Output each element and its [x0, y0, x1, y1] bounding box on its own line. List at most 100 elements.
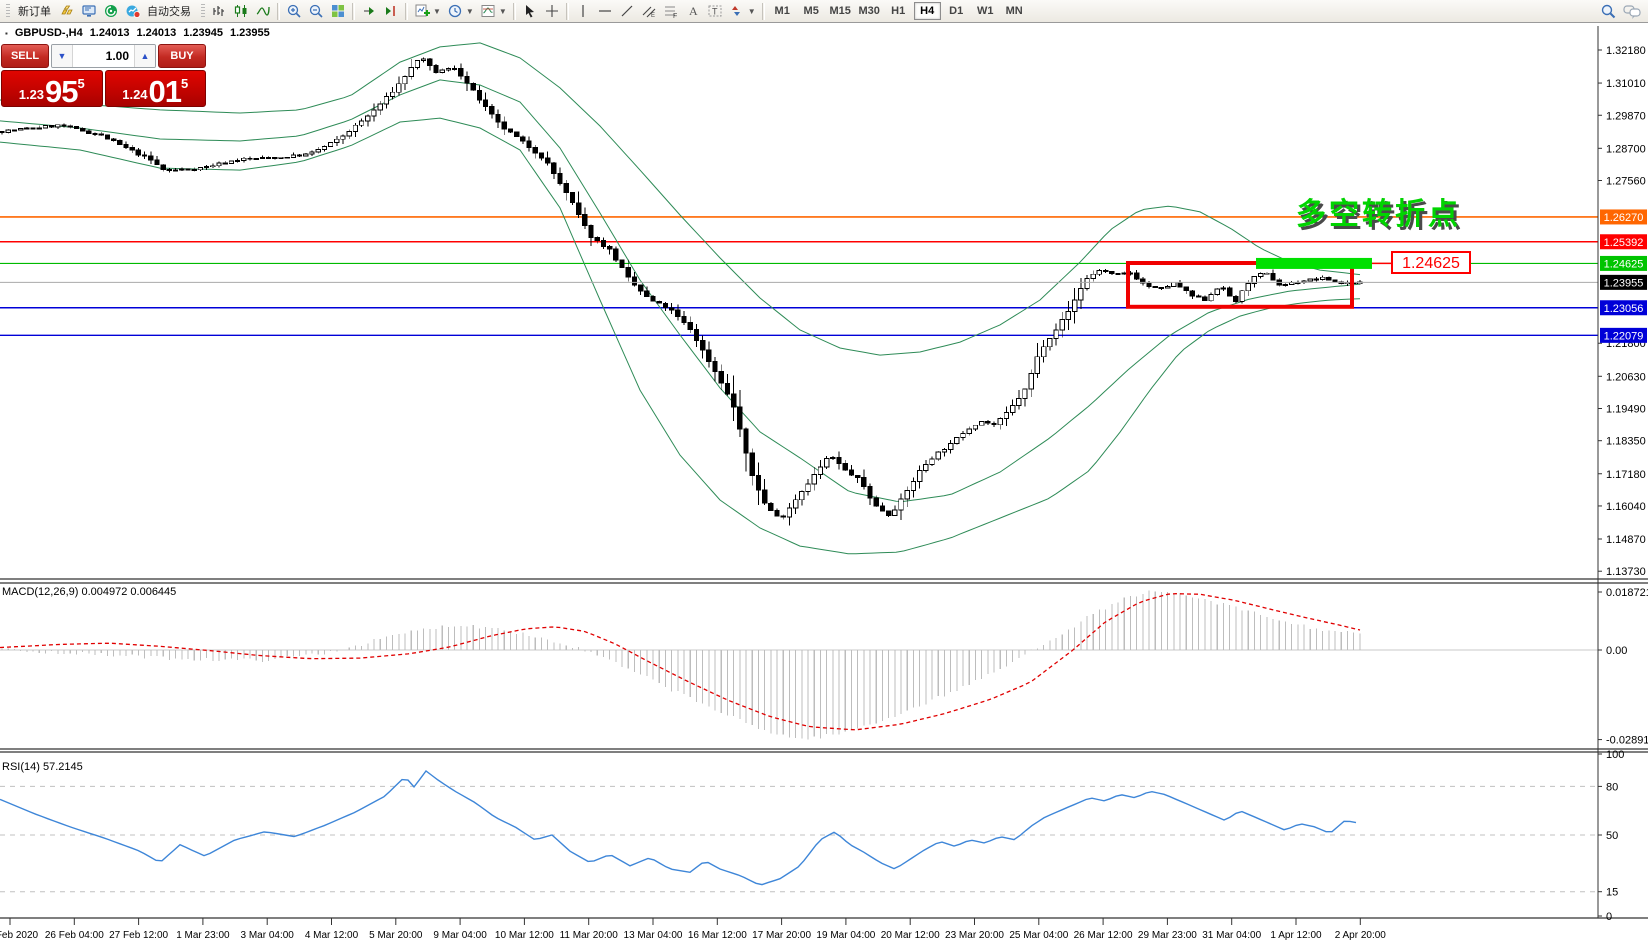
sell-button[interactable]: SELL — [1, 44, 49, 68]
buy-price-sup: 5 — [181, 76, 189, 91]
toolbar-separator — [512, 2, 516, 20]
chat-icon[interactable] — [1620, 2, 1645, 21]
chevron-down-icon: ▼ — [498, 6, 507, 16]
time-axis-label: 13 Mar 04:00 — [624, 930, 683, 941]
timeframe-H1[interactable]: H1 — [891, 5, 906, 17]
fibonacci-icon[interactable]: F — [660, 2, 682, 21]
volume-decrease-button[interactable]: ▼ — [52, 45, 73, 67]
timeframe-W1[interactable]: W1 — [976, 5, 994, 17]
tile-windows-icon[interactable] — [327, 2, 349, 21]
time-axis-label: 25 Mar 04:00 — [1009, 930, 1068, 941]
macd-axis-label: 0.018721 — [1606, 587, 1648, 599]
price-tag-1.24625 — [1600, 255, 1647, 271]
one-click-trading-panel: SELL ▼ 1.00 ▲ BUY 1.23 95 5 1.24 01 5 — [1, 44, 206, 107]
main-chart-pane[interactable] — [0, 42, 1598, 555]
chevron-down-icon: ▼ — [465, 6, 474, 16]
timeframe-M1[interactable]: M1 — [774, 5, 790, 17]
quote-open: 1.24013 — [89, 27, 130, 39]
buy-price-display[interactable]: 1.24 01 5 — [104, 70, 206, 109]
timeframe-M30[interactable]: M30 — [858, 5, 880, 17]
time-axis-label: 17 Mar 20:00 — [752, 930, 811, 941]
quote-header: ▪ GBPUSD-,H4 1.24013 1.24013 1.23945 1.2… — [5, 27, 270, 39]
rsi-axis-label: 0 — [1606, 911, 1612, 923]
timeframe-MN[interactable]: MN — [1005, 5, 1023, 17]
period-icon[interactable]: ▼ — [444, 2, 477, 21]
level-label-box[interactable] — [1391, 251, 1471, 274]
candlestick-chart-icon[interactable] — [230, 2, 252, 21]
rsi-label: RSI(14) 57.2145 — [2, 761, 83, 773]
timeframe-M15[interactable]: M15 — [829, 5, 851, 17]
autotrading-label: 自动交易 — [147, 6, 191, 18]
quote-high: 1.24013 — [136, 27, 177, 39]
sell-price-prefix: 1.23 — [18, 87, 45, 102]
buy-price-big: 01 — [148, 74, 182, 109]
annotation-text: 多空转折点 — [1296, 198, 1461, 231]
terminal-icon[interactable] — [78, 2, 100, 21]
toolbar: 新订单 自动交易 ▼ ▼ ▼ E F A T ▼ M — [0, 0, 1648, 23]
new-order-button[interactable]: 新订单 — [18, 6, 51, 18]
rsi-pane[interactable] — [0, 770, 1598, 893]
label-icon[interactable]: T — [704, 2, 726, 21]
macd-pane[interactable] — [0, 590, 1598, 740]
cursor-icon[interactable] — [519, 2, 541, 21]
toolbar-grip — [6, 3, 10, 19]
trendline-icon[interactable] — [616, 2, 638, 21]
symbol-period: GBPUSD-,H4 — [14, 27, 83, 39]
quote-close: 1.23955 — [229, 27, 270, 39]
toolbar-separator — [405, 2, 408, 20]
arrows-icon[interactable]: ▼ — [726, 2, 759, 21]
buy-button[interactable]: BUY — [158, 44, 206, 68]
red-consolidation-box[interactable] — [1126, 261, 1354, 309]
time-axis-label: 9 Mar 04:00 — [433, 930, 487, 941]
price-axis-label: 1.28700 — [1606, 143, 1646, 155]
volume-increase-button[interactable]: ▲ — [134, 45, 155, 67]
chevron-down-icon: ▼ — [747, 6, 756, 16]
toolbar-separator — [352, 2, 355, 20]
line-chart-icon[interactable] — [252, 2, 274, 21]
sell-price-display[interactable]: 1.23 95 5 — [1, 70, 103, 107]
timeframe-H4[interactable]: H4 — [913, 2, 941, 20]
gold-icon[interactable] — [56, 2, 78, 21]
chart-shift-icon[interactable] — [380, 2, 402, 21]
price-tag-label: 1.25392 — [1604, 237, 1644, 249]
new-chart-icon[interactable]: ▼ — [411, 2, 444, 21]
time-axis-label: 1 Mar 23:00 — [176, 930, 230, 941]
price-axis[interactable]: 1.321801.310101.298701.287001.275601.218… — [1598, 45, 1648, 923]
metaquotes-icon[interactable] — [100, 2, 122, 21]
time-axis-label: 5 Mar 20:00 — [369, 930, 423, 941]
time-axis-label: 31 Mar 04:00 — [1202, 930, 1261, 941]
bollinger-lower-band — [0, 117, 1361, 555]
equidistant-channel-icon[interactable]: E — [638, 2, 660, 21]
horizontal-line-icon[interactable] — [594, 2, 616, 21]
price-axis-label: 1.31010 — [1606, 78, 1646, 90]
auto-scroll-icon[interactable] — [358, 2, 380, 21]
price-axis-label: 1.20630 — [1606, 371, 1646, 383]
resistance-level-bar[interactable] — [1256, 257, 1372, 269]
price-axis-label: 1.18350 — [1606, 436, 1646, 448]
crosshair-icon[interactable] — [541, 2, 563, 21]
chart-background — [0, 23, 1648, 947]
search-icon[interactable] — [1597, 2, 1620, 21]
text-icon[interactable]: A — [682, 2, 704, 21]
autotrading-button[interactable]: 自动交易 — [122, 2, 198, 21]
toolbar-separator — [565, 2, 569, 20]
bollinger-upper-band — [0, 42, 1361, 356]
timeframe-M5[interactable]: M5 — [803, 5, 819, 17]
timeframe-bar: M1 M5 M15 M30 H1 H4 D1 W1 MN — [768, 2, 1029, 20]
sell-price-big: 95 — [45, 74, 78, 109]
toolbar-grip — [201, 3, 205, 19]
volume-value[interactable]: 1.00 — [105, 49, 129, 63]
autotrading-icon — [125, 3, 141, 19]
timeframe-D1[interactable]: D1 — [949, 5, 964, 17]
time-axis[interactable]: 25 Feb 2020 26 Feb 04:00 27 Feb 12:00 1 Mar… — [0, 918, 1386, 941]
bar-chart-icon[interactable] — [208, 2, 230, 21]
vertical-line-icon[interactable] — [572, 2, 594, 21]
rsi-axis-label: 80 — [1606, 781, 1618, 793]
price-axis-label: 1.14870 — [1606, 534, 1646, 546]
zoom-in-icon[interactable] — [283, 2, 305, 21]
price-axis-label: 1.19490 — [1606, 403, 1646, 415]
zoom-out-icon[interactable] — [305, 2, 327, 21]
macd-axis-label: 0.00 — [1606, 645, 1627, 657]
template-icon[interactable]: ▼ — [477, 2, 510, 21]
